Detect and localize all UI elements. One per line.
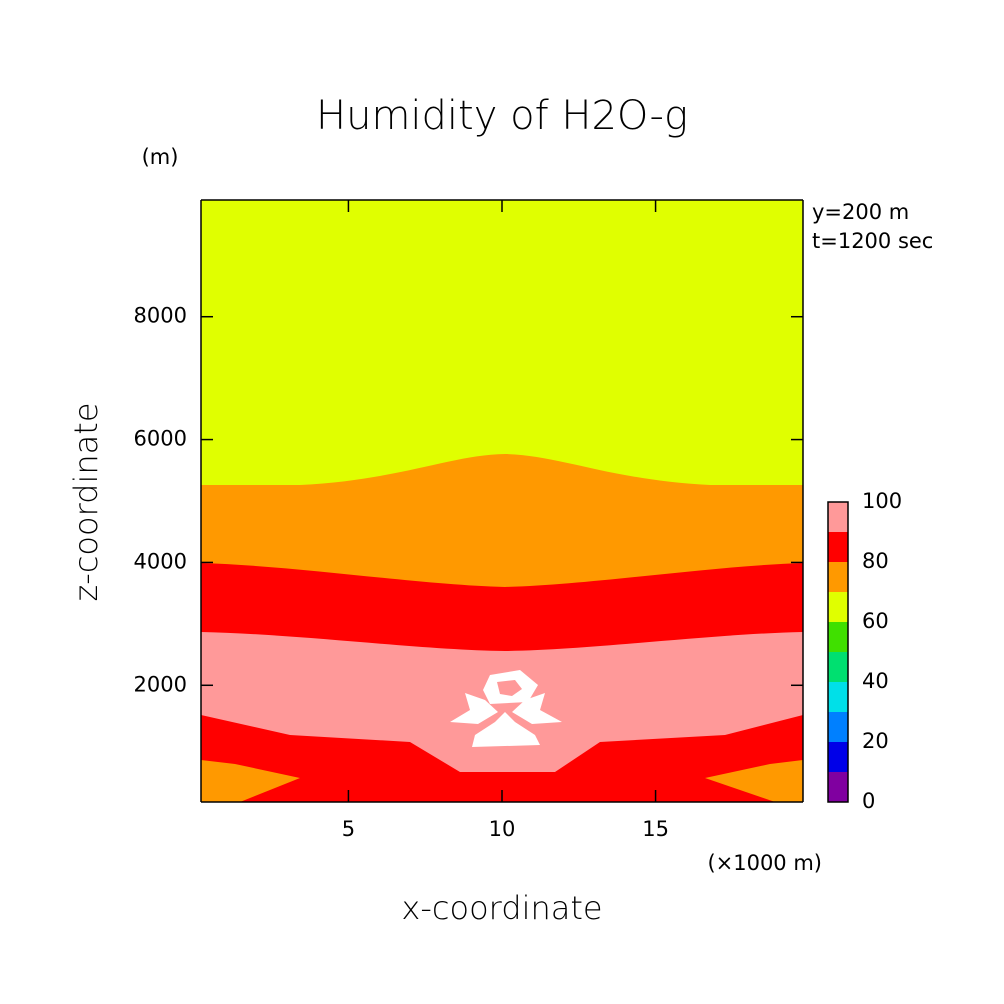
colorbar-band: [828, 712, 848, 742]
colorbar-band: [828, 622, 848, 652]
unfilled-area: [497, 680, 522, 696]
unfilled-area: [512, 693, 562, 724]
colorbar-band: [828, 502, 848, 532]
colorbar-label: 100: [862, 489, 902, 513]
unfilled-area: [472, 712, 540, 747]
colorbar-band: [828, 682, 848, 712]
x-tick-label: 5: [342, 817, 355, 841]
annotation: t=1200 sec: [812, 229, 933, 253]
y-axis-label: z-coordinate: [67, 402, 105, 601]
y-unit: (m): [142, 145, 179, 169]
x-unit: (×1000 m): [707, 851, 822, 875]
contour-band: [201, 760, 300, 802]
colorbar-label: 0: [862, 789, 875, 813]
y-tick-label: 8000: [134, 304, 187, 328]
x-tick-label: 15: [642, 817, 669, 841]
colorbar-frame: [827, 501, 849, 803]
y-tick-label: 6000: [134, 427, 187, 451]
colorbar-label: 40: [862, 669, 889, 693]
colorbar-band: [828, 532, 848, 562]
colorbar-band: [828, 592, 848, 622]
annotation: y=200 m: [812, 200, 909, 224]
y-tick-label: 2000: [134, 672, 187, 696]
unfilled-area: [450, 693, 498, 724]
colorbar-label: 60: [862, 609, 889, 633]
x-axis-label: x-coordinate: [401, 889, 602, 927]
colorbar-label: 20: [862, 729, 889, 753]
colorbar-band: [828, 772, 848, 802]
contour-band: [705, 760, 803, 802]
colorbar-band: [828, 562, 848, 592]
x-tick-label: 10: [489, 817, 516, 841]
colorbar-band: [828, 742, 848, 772]
chart-title: Humidity of H2O-g: [316, 93, 688, 139]
colorbar-label: 80: [862, 549, 889, 573]
colorbar-band: [828, 652, 848, 682]
y-tick-label: 4000: [134, 549, 187, 573]
